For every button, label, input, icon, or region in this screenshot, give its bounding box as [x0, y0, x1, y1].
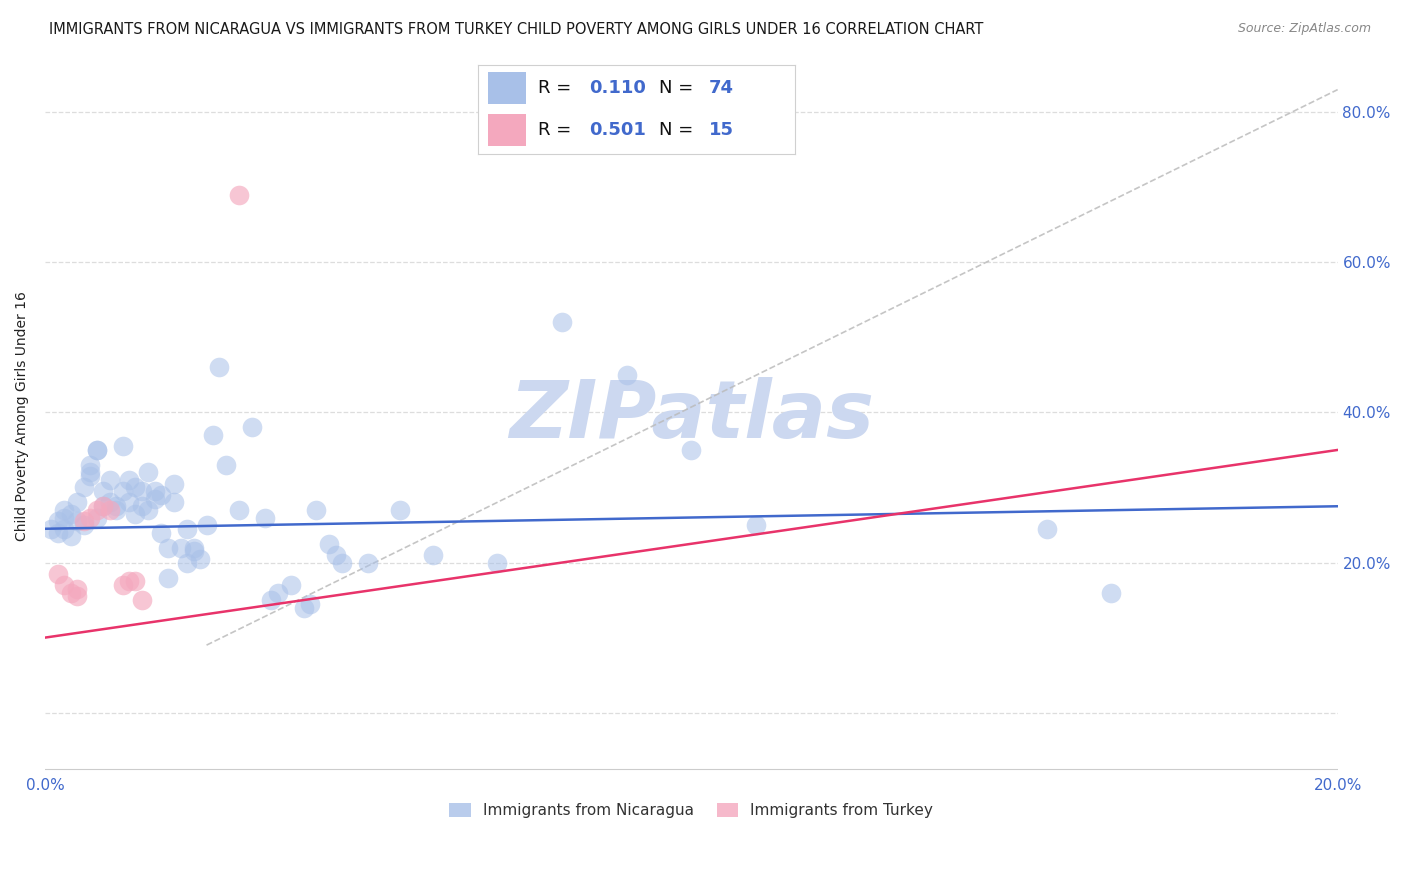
Point — [53, 510, 76, 524]
Point — [1099, 585, 1122, 599]
Point — [183, 544, 205, 558]
Point — [66, 514, 89, 528]
Point — [681, 442, 703, 457]
Point — [73, 518, 96, 533]
Point — [143, 491, 166, 506]
Point — [143, 484, 166, 499]
Point — [330, 556, 353, 570]
Point — [318, 537, 340, 551]
Point — [73, 481, 96, 495]
Point — [228, 503, 250, 517]
Point — [79, 466, 101, 480]
Point — [46, 514, 69, 528]
Point — [59, 529, 82, 543]
Text: Source: ZipAtlas.com: Source: ZipAtlas.com — [1237, 22, 1371, 36]
Point — [156, 541, 179, 555]
Point — [389, 503, 412, 517]
Point — [79, 469, 101, 483]
Point — [53, 522, 76, 536]
Point — [66, 582, 89, 596]
Point — [41, 522, 63, 536]
Text: ZIPatlas: ZIPatlas — [509, 377, 873, 455]
Point — [240, 420, 263, 434]
Point — [79, 510, 101, 524]
Point — [150, 488, 173, 502]
Point — [357, 556, 380, 570]
Point — [124, 574, 146, 589]
Point — [111, 578, 134, 592]
Point — [292, 600, 315, 615]
Point — [422, 548, 444, 562]
Point — [745, 518, 768, 533]
Point — [98, 503, 121, 517]
Point — [91, 484, 114, 499]
Point — [280, 578, 302, 592]
Point — [176, 556, 198, 570]
Point — [176, 522, 198, 536]
Text: IMMIGRANTS FROM NICARAGUA VS IMMIGRANTS FROM TURKEY CHILD POVERTY AMONG GIRLS UN: IMMIGRANTS FROM NICARAGUA VS IMMIGRANTS … — [49, 22, 984, 37]
Point — [79, 458, 101, 472]
Point — [131, 593, 153, 607]
Point — [486, 556, 509, 570]
Point — [188, 551, 211, 566]
Point — [66, 590, 89, 604]
Point — [616, 368, 638, 382]
Point — [202, 428, 225, 442]
Point — [253, 510, 276, 524]
Point — [138, 466, 160, 480]
Point — [111, 439, 134, 453]
Point — [105, 503, 128, 517]
Point — [228, 187, 250, 202]
Point — [86, 503, 108, 517]
Point — [124, 507, 146, 521]
Point — [86, 510, 108, 524]
Point — [124, 481, 146, 495]
Point — [53, 503, 76, 517]
Point — [46, 525, 69, 540]
Point — [53, 578, 76, 592]
Legend: Immigrants from Nicaragua, Immigrants from Turkey: Immigrants from Nicaragua, Immigrants fr… — [441, 795, 941, 826]
Point — [91, 500, 114, 514]
Point — [131, 484, 153, 499]
Point — [91, 500, 114, 514]
Point — [131, 500, 153, 514]
Point — [118, 574, 141, 589]
Point — [46, 566, 69, 581]
Point — [66, 495, 89, 509]
Point — [298, 597, 321, 611]
Point — [215, 458, 238, 472]
Point — [59, 585, 82, 599]
Point — [118, 495, 141, 509]
Point — [260, 593, 283, 607]
Point — [86, 442, 108, 457]
Point — [195, 518, 218, 533]
Point — [325, 548, 347, 562]
Point — [59, 507, 82, 521]
Y-axis label: Child Poverty Among Girls Under 16: Child Poverty Among Girls Under 16 — [15, 291, 30, 541]
Point — [118, 473, 141, 487]
Point — [208, 360, 231, 375]
Point — [105, 500, 128, 514]
Point — [150, 525, 173, 540]
Point — [98, 495, 121, 509]
Point — [111, 484, 134, 499]
Point — [163, 495, 186, 509]
Point — [183, 541, 205, 555]
Point — [170, 541, 193, 555]
Point — [163, 476, 186, 491]
Point — [305, 503, 328, 517]
Point — [73, 514, 96, 528]
Point — [1036, 522, 1059, 536]
Point — [138, 503, 160, 517]
Point — [98, 473, 121, 487]
Point — [551, 315, 574, 329]
Point — [156, 570, 179, 584]
Point — [266, 585, 288, 599]
Point — [86, 442, 108, 457]
